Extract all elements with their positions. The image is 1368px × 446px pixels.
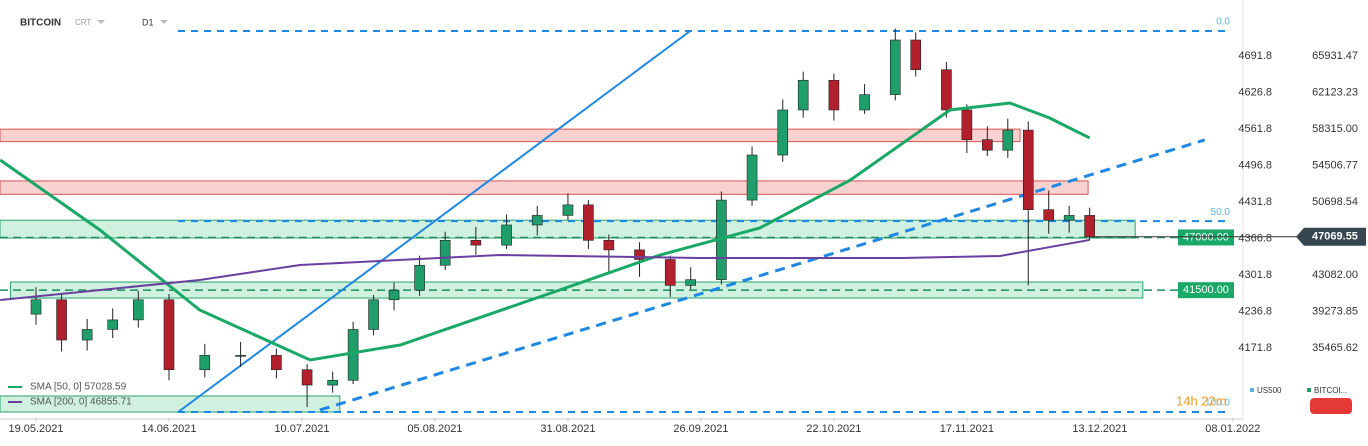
y-tick-label: 54506.77	[1312, 159, 1358, 171]
candle-body	[470, 240, 482, 246]
candle-body	[388, 289, 400, 301]
candle-body	[797, 79, 809, 111]
dropdown-icon	[160, 20, 168, 24]
candle-body	[235, 355, 246, 357]
y-tick-label: 65931.47	[1312, 50, 1358, 62]
x-tick-label: 17.11.2021	[940, 423, 994, 435]
candle-body	[982, 139, 993, 151]
timer: 14h 22m	[1176, 393, 1227, 408]
candle-body	[1002, 129, 1014, 151]
x-tick-label: 10.07.2021	[274, 423, 329, 435]
candle-body	[199, 355, 211, 371]
candle-body	[1022, 129, 1034, 210]
y-tick-label: 43082.00	[1312, 269, 1358, 281]
candle-body	[133, 299, 144, 321]
candle-body	[828, 79, 840, 111]
x-tick-label: 19.05.2021	[8, 423, 63, 435]
candle-body	[1084, 215, 1095, 238]
x-tick-label: 08.01.2022	[1205, 423, 1260, 435]
trendline	[319, 138, 1206, 412]
y-tick-label: 62123.23	[1312, 86, 1358, 98]
y2-tick-label: 4691.8	[1238, 50, 1272, 62]
candle-body	[777, 109, 789, 156]
candle-body	[859, 94, 870, 111]
candle-body	[439, 240, 451, 266]
candle-body	[271, 355, 282, 371]
candle-body	[746, 154, 758, 201]
y2-tick-label: 4171.8	[1238, 342, 1272, 354]
candle-body	[664, 259, 676, 286]
zone	[0, 128, 1021, 143]
candle-body	[414, 264, 425, 291]
candle-body	[685, 279, 696, 286]
zone	[0, 219, 1136, 239]
candle-body	[56, 299, 67, 341]
fib-label: 0.0	[1216, 17, 1230, 28]
candle-body	[531, 215, 543, 226]
y-tick-label: 35465.62	[1312, 342, 1358, 354]
sma-line	[0, 238, 1090, 302]
y2-tick-label: 4366.8	[1238, 232, 1272, 244]
price-tag	[1178, 282, 1234, 299]
candle-body	[889, 39, 901, 95]
candle-body	[603, 240, 615, 251]
candle-body	[941, 69, 952, 111]
candle-body	[910, 39, 922, 71]
candle-body	[634, 249, 645, 260]
legend-label: BITCOI...	[1314, 386, 1347, 395]
fib-label: 100.0	[1205, 398, 1230, 409]
sell-button[interactable]	[1310, 398, 1352, 414]
candle-body	[81, 329, 93, 341]
last-price-label: 47069.55	[1312, 231, 1358, 243]
y2-tick-label: 4236.8	[1238, 305, 1272, 317]
legend-swatch	[1307, 388, 1311, 392]
candle-body	[1063, 215, 1075, 221]
price-tag	[1178, 229, 1234, 246]
x-tick-label: 14.06.2021	[141, 423, 196, 435]
y-tick-label: 50698.54	[1312, 196, 1358, 208]
candle-body	[961, 109, 973, 140]
x-tick-label: 22.10.2021	[806, 423, 861, 435]
last-price-tag	[1296, 227, 1366, 246]
x-tick-label: 13.12.2021	[1072, 423, 1127, 435]
legend-swatch	[1250, 388, 1254, 392]
y-tick-label: 58315.00	[1312, 123, 1358, 135]
zone	[0, 180, 1089, 195]
y2-tick-label: 4496.8	[1238, 159, 1272, 171]
candle-body	[583, 204, 594, 241]
y2-tick-label: 4431.8	[1238, 196, 1272, 208]
sma-legend: SMA [50, 0] 57028.59	[30, 382, 127, 393]
x-tick-label: 26.09.2021	[673, 423, 728, 435]
candle-body	[1043, 209, 1055, 221]
candle-body	[163, 299, 175, 371]
interval[interactable]: D1	[142, 17, 154, 27]
dropdown-icon	[97, 20, 105, 24]
candle-body	[501, 224, 512, 246]
legend-label: US500	[1257, 386, 1282, 395]
price-tag-label: 41500.00	[1183, 284, 1229, 296]
candle-body	[368, 299, 379, 330]
y-tick-label: 39273.85	[1312, 305, 1358, 317]
candle-body	[107, 319, 119, 330]
sma-legend: SMA [200, 0] 46855.71	[30, 397, 132, 408]
y2-tick-label: 4626.8	[1238, 86, 1272, 98]
chart-style[interactable]: CRT	[75, 18, 91, 27]
sma-line	[0, 101, 1091, 362]
chart-title: BITCOIN	[20, 18, 61, 29]
price-tag-label: 47000.00	[1183, 231, 1229, 243]
candle-body	[327, 379, 338, 386]
x-tick-label: 31.08.2021	[540, 423, 595, 435]
trendline	[177, 30, 691, 413]
candle-body	[562, 204, 574, 216]
y2-tick-label: 4301.8	[1238, 269, 1272, 281]
candle-body	[301, 369, 313, 386]
y2-tick-label: 4561.8	[1238, 123, 1272, 135]
fib-label: 50.0	[1211, 207, 1231, 218]
candle-body	[30, 299, 42, 315]
x-tick-label: 05.08.2021	[407, 423, 462, 435]
